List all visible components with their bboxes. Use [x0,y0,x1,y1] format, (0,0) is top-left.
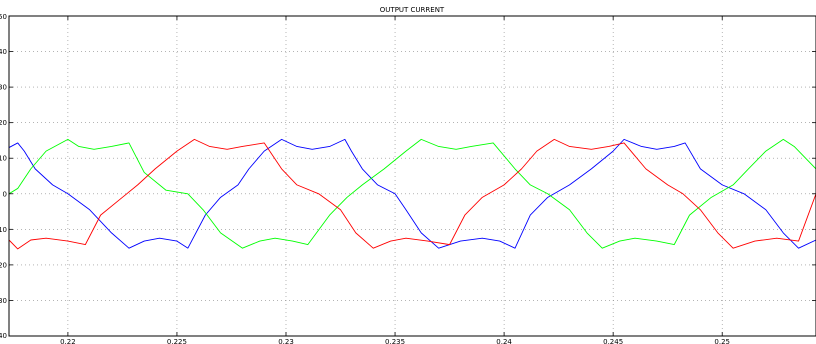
y-tick-label: 20 [0,119,7,127]
y-tick-label: -20 [0,261,7,269]
y-tick-label: 0 [3,190,7,198]
x-tick-label: 0.22 [60,338,76,344]
y-tick-label: -30 [0,297,7,305]
y-tick-label: 30 [0,84,7,92]
x-tick-label: 0.24 [496,338,512,344]
y-tick-label: 50 [0,13,7,21]
x-tick-label: 0.225 [167,338,187,344]
series-line-blue [8,138,816,249]
y-tick-label: 10 [0,155,7,163]
plot-area-frame [8,15,816,337]
y-tick-label: -10 [0,226,7,234]
x-tick-label: 0.245 [603,338,623,344]
series-line-red [8,138,816,250]
y-tick-label: -40 [0,332,7,340]
axis-ticks: 0.22 0.225 0.23 0.235 0.24 0.245 0.25 50 40 30 20 1… [0,13,816,344]
x-tick-label: 0.23 [278,338,294,344]
x-tick-label: 0.235 [385,338,405,344]
series-line-green [8,138,816,249]
x-tick-label: 0.25 [714,338,730,344]
y-tick-label: 40 [0,48,7,56]
chart-title: OUTPUT CURRENT [380,6,445,14]
grid-lines [9,16,816,336]
series-group [8,138,816,250]
